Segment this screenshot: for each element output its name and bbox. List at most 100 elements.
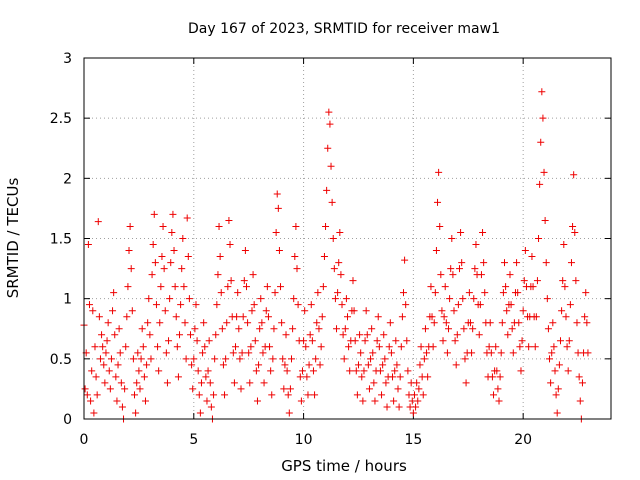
data-point	[391, 367, 399, 375]
data-point	[339, 331, 347, 339]
data-point	[282, 331, 290, 339]
y-tick-label: 2	[63, 171, 72, 187]
y-tick-label: 0.5	[50, 352, 72, 368]
data-point	[249, 271, 257, 279]
data-point	[195, 391, 203, 399]
data-point	[393, 361, 401, 369]
data-point	[101, 379, 109, 387]
data-point	[290, 295, 298, 303]
data-point	[104, 319, 112, 327]
data-point	[308, 337, 316, 345]
data-point	[369, 349, 377, 357]
data-point	[413, 379, 421, 387]
data-point	[221, 391, 229, 399]
data-point	[498, 319, 506, 327]
data-point	[319, 283, 327, 291]
data-point	[267, 367, 275, 375]
data-point	[111, 331, 119, 339]
data-point	[576, 397, 584, 405]
data-point	[174, 373, 182, 381]
y-tick-labels: 0 0.5 1 1.5 2 2.5 3	[50, 51, 72, 428]
data-point	[346, 367, 354, 375]
data-point	[193, 337, 201, 345]
data-point	[314, 289, 322, 297]
data-point	[447, 265, 455, 273]
data-point	[196, 409, 204, 417]
data-point	[242, 283, 250, 291]
data-point	[492, 343, 500, 351]
data-point	[334, 289, 342, 297]
data-point	[300, 337, 308, 345]
data-point	[551, 367, 559, 375]
data-point	[584, 349, 592, 357]
data-point	[435, 168, 443, 176]
data-point	[155, 367, 163, 375]
data-point	[322, 222, 330, 230]
data-point	[571, 228, 579, 236]
data-point	[149, 241, 157, 249]
data-point	[389, 373, 397, 381]
data-point	[293, 265, 301, 273]
data-point	[294, 301, 302, 309]
data-point	[237, 385, 245, 393]
y-tick-label: 1	[63, 292, 72, 308]
data-point	[364, 361, 372, 369]
data-point	[567, 259, 575, 267]
data-point	[380, 331, 388, 339]
data-point	[379, 361, 387, 369]
data-point	[311, 391, 319, 399]
data-point	[210, 391, 218, 399]
data-point	[515, 319, 523, 327]
data-point	[440, 313, 448, 321]
data-point	[421, 325, 429, 333]
grid-lines	[84, 58, 611, 419]
data-point	[245, 349, 253, 357]
data-point	[428, 313, 436, 321]
data-point	[167, 259, 175, 267]
data-point	[162, 349, 170, 357]
data-point	[158, 253, 166, 261]
data-point	[131, 391, 139, 399]
data-point	[179, 235, 187, 242]
data-point	[536, 180, 544, 188]
data-point	[378, 391, 386, 399]
data-point	[344, 313, 351, 321]
data-point	[112, 373, 120, 381]
data-point	[419, 391, 427, 399]
data-point	[570, 171, 578, 179]
data-point	[373, 337, 381, 345]
data-point	[565, 337, 573, 345]
data-point	[442, 319, 450, 327]
data-point	[370, 379, 378, 387]
data-point	[184, 253, 192, 261]
data-point	[508, 325, 516, 333]
data-point	[127, 265, 135, 273]
data-point	[312, 355, 320, 363]
data-point	[264, 313, 272, 321]
data-point	[150, 210, 158, 218]
data-point	[107, 355, 115, 363]
data-point	[203, 397, 211, 405]
data-point	[544, 325, 552, 333]
data-point	[87, 397, 95, 405]
data-point	[297, 397, 305, 405]
data-point	[318, 313, 326, 321]
data-point	[132, 409, 140, 417]
data-point	[338, 301, 346, 309]
data-point	[365, 385, 373, 393]
data-point	[458, 259, 466, 267]
data-point	[313, 319, 321, 327]
data-point	[397, 343, 405, 351]
data-point	[471, 265, 479, 273]
data-point	[133, 379, 141, 387]
data-point	[114, 361, 122, 369]
data-point	[417, 343, 425, 351]
data-point	[535, 235, 543, 242]
data-point	[501, 259, 509, 267]
data-point	[186, 331, 194, 339]
data-point	[106, 385, 114, 393]
data-point	[280, 385, 288, 393]
data-point	[250, 301, 258, 309]
data-point	[96, 355, 104, 363]
data-point	[401, 256, 409, 264]
